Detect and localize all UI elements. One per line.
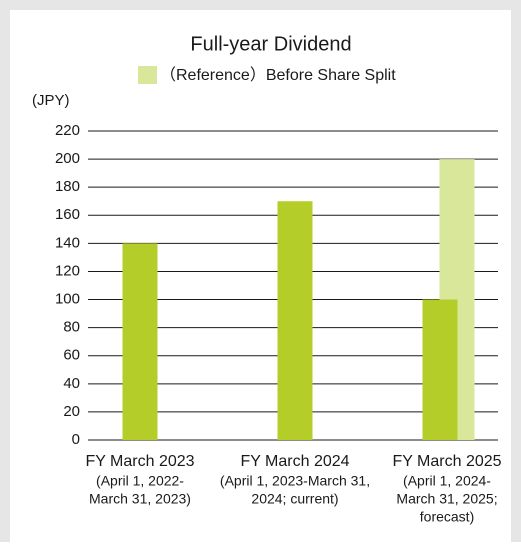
x-tick-note: March 31, 2023) xyxy=(89,491,191,507)
y-tick-label: 20 xyxy=(63,403,80,420)
y-tick-label: 0 xyxy=(72,431,80,448)
y-tick-label: 100 xyxy=(55,291,80,308)
x-tick-note: forecast) xyxy=(420,509,474,525)
y-tick-label: 200 xyxy=(55,150,80,167)
x-tick-note: 2024; current) xyxy=(251,491,338,507)
y-tick-label: 80 xyxy=(63,319,80,336)
x-tick-note: (April 1, 2022- xyxy=(96,473,184,489)
bar xyxy=(422,299,458,440)
y-tick-label: 220 xyxy=(55,122,80,139)
panel xyxy=(10,10,511,542)
chart-title: Full-year Dividend xyxy=(190,33,351,55)
bar xyxy=(122,243,158,440)
y-tick-label: 120 xyxy=(55,262,80,279)
bar xyxy=(277,201,313,440)
y-tick-label: 40 xyxy=(63,375,80,392)
x-tick-note: (April 1, 2023-March 31, xyxy=(220,473,370,489)
x-tick-label: FY March 2025 xyxy=(392,453,501,470)
y-tick-label: 180 xyxy=(55,178,80,195)
y-tick-label: 160 xyxy=(55,206,80,223)
x-tick-label: FY March 2024 xyxy=(240,453,349,470)
x-tick-label: FY March 2023 xyxy=(85,453,194,470)
x-tick-note: (April 1, 2024- xyxy=(403,473,491,489)
legend-label: （Reference）Before Share Split xyxy=(160,66,396,84)
y-tick-label: 140 xyxy=(55,234,80,251)
legend-swatch xyxy=(138,66,157,84)
y-tick-label: 60 xyxy=(63,347,80,364)
x-tick-note: March 31, 2025; xyxy=(396,491,497,507)
y-axis-label: (JPY) xyxy=(32,92,70,109)
